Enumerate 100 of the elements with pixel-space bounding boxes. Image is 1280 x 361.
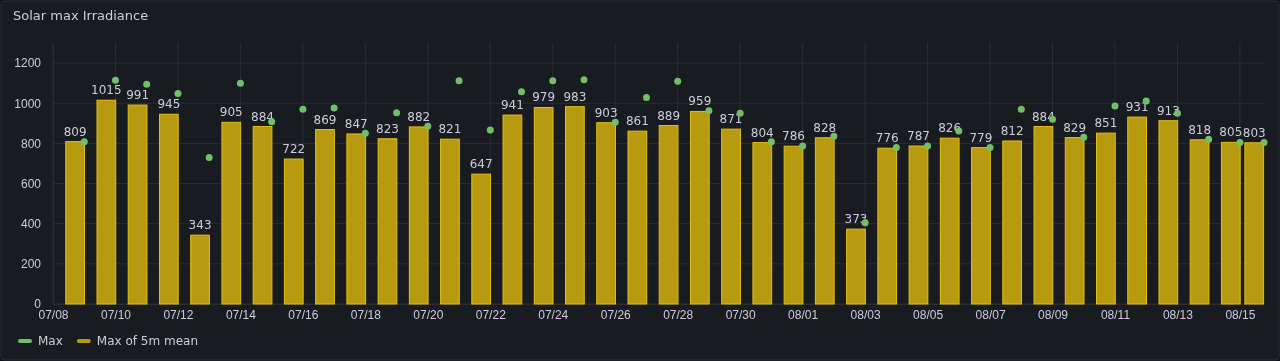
- x-tick-label: 07/18: [350, 307, 382, 322]
- point: [799, 142, 807, 150]
- point: [424, 122, 432, 130]
- bar: [127, 104, 148, 305]
- point: [892, 143, 900, 151]
- bar: [1002, 140, 1023, 305]
- data-label: 804: [750, 125, 774, 140]
- data-label: 722: [282, 142, 306, 157]
- x-tick-label: 08/13: [1162, 307, 1194, 322]
- x-tick-label: 08/03: [850, 307, 881, 322]
- data-label: 818: [1188, 122, 1212, 137]
- data-label: 803: [1242, 125, 1266, 140]
- point: [1111, 102, 1119, 110]
- legend-label: Max of 5m mean: [96, 334, 198, 348]
- y-tick-label: 600: [20, 176, 42, 191]
- point: [767, 138, 775, 146]
- data-label: 941: [500, 98, 524, 113]
- bar: [596, 122, 616, 305]
- point: [518, 88, 526, 96]
- data-label: 991: [126, 88, 150, 103]
- data-label: 779: [969, 130, 993, 145]
- x-tick-label: 07/26: [600, 307, 632, 322]
- x-tick-label: 07/12: [163, 307, 194, 322]
- bar: [814, 137, 835, 305]
- data-label: 812: [1000, 123, 1024, 138]
- point: [580, 76, 588, 84]
- point: [143, 80, 151, 88]
- x-tick-label: 08/15: [1225, 307, 1256, 322]
- data-label: 847: [344, 116, 368, 131]
- bar: [783, 145, 804, 305]
- point: [299, 105, 307, 113]
- data-label: 851: [1094, 116, 1118, 131]
- y-tick-label: 800: [20, 136, 42, 151]
- bar: [315, 129, 335, 305]
- data-label: 809: [63, 124, 87, 139]
- data-label: 821: [438, 122, 462, 137]
- bar: [689, 110, 710, 305]
- point: [393, 109, 401, 117]
- bar: [1096, 132, 1116, 305]
- data-label: 776: [875, 131, 899, 146]
- point: [330, 104, 338, 112]
- bar: [471, 173, 492, 305]
- point: [705, 107, 713, 115]
- data-label: 905: [219, 105, 243, 120]
- bar: [1158, 120, 1179, 305]
- x-tick-label: 07/22: [475, 307, 507, 322]
- bar: [252, 126, 273, 305]
- bar: [1064, 137, 1085, 305]
- point: [924, 142, 932, 150]
- data-label: 979: [532, 90, 556, 105]
- point: [111, 76, 119, 84]
- point: [455, 77, 463, 85]
- bar: [846, 228, 866, 305]
- y-tick-label: 1000: [14, 96, 42, 111]
- data-label: 343: [188, 218, 212, 233]
- data-label: 647: [469, 157, 493, 172]
- data-label: 869: [313, 112, 337, 127]
- x-tick-label: 07/16: [288, 307, 319, 322]
- bar: [502, 114, 523, 305]
- bar: [96, 99, 117, 305]
- point: [174, 89, 182, 97]
- bar: [971, 147, 991, 305]
- chart-title: Solar max Irradiance: [13, 8, 149, 23]
- data-label: 983: [563, 89, 587, 104]
- bar: [658, 125, 679, 305]
- point: [486, 126, 494, 134]
- data-label: 882: [407, 109, 431, 124]
- x-tick-label: 08/05: [913, 307, 944, 322]
- x-tick-label: 07/08: [38, 307, 69, 322]
- x-tick-label: 08/07: [975, 307, 1006, 322]
- point: [642, 93, 650, 101]
- point: [236, 79, 244, 87]
- x-tick-label: 07/14: [225, 307, 257, 322]
- point: [1205, 135, 1213, 143]
- bar: [533, 106, 554, 305]
- bar: [908, 145, 929, 305]
- point: [205, 153, 213, 161]
- bar: [377, 138, 398, 305]
- data-label: 787: [907, 128, 930, 143]
- bar: [939, 137, 960, 305]
- point: [830, 132, 838, 140]
- x-tick-label: 08/11: [1100, 307, 1131, 322]
- legend-label: Max: [38, 334, 63, 348]
- data-label: 1015: [91, 83, 122, 98]
- point: [1236, 138, 1244, 146]
- point: [80, 138, 88, 146]
- data-label: 889: [657, 108, 681, 123]
- x-tick-label: 08/09: [1038, 307, 1069, 322]
- y-tick-label: 1200: [14, 56, 42, 71]
- point: [1080, 133, 1088, 141]
- bar: [283, 158, 304, 305]
- x-tick-label: 07/28: [663, 307, 694, 322]
- bar: [221, 121, 242, 305]
- data-label: 959: [688, 94, 712, 109]
- bar: [752, 142, 773, 305]
- data-label: 786: [782, 129, 805, 144]
- x-tick-label: 08/01: [788, 307, 819, 322]
- bar: [1033, 126, 1054, 305]
- point: [361, 129, 369, 137]
- x-tick-label: 07/10: [100, 307, 132, 322]
